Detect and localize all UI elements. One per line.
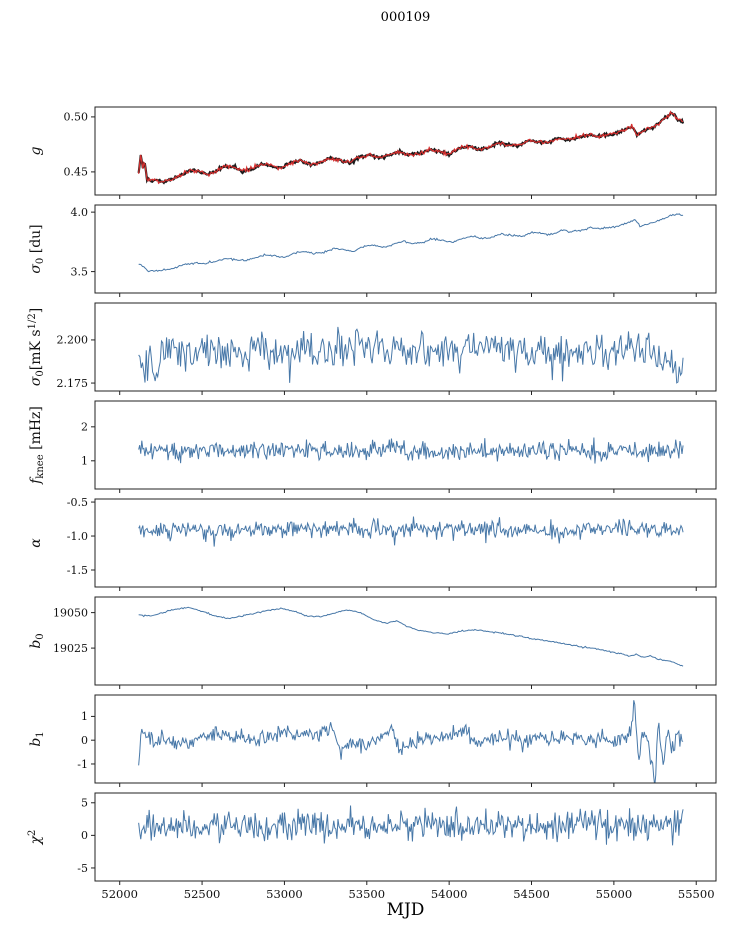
series-sigma0-du [138, 213, 684, 273]
x-tick-label: 53000 [266, 887, 303, 901]
y-tick-label: 19050 [53, 606, 88, 619]
panel-fknee: 2 1 fknee [mHz] [28, 400, 717, 493]
y-tick-label: 0 [81, 734, 88, 747]
series-b0 [138, 606, 684, 667]
y-axis-label-sigma0-mks: σ0[mK s1/2] [27, 308, 46, 386]
x-tick-label: 55000 [596, 887, 633, 901]
y-tick-label: 0.45 [64, 166, 89, 179]
y-axis-label-alpha: α [28, 538, 44, 548]
panel-b1: 1 0 -1 b1 [28, 694, 717, 787]
y-tick-label: 2.200 [57, 334, 89, 347]
figure-title: 000109 [380, 10, 431, 25]
y-axis-label-g: g [28, 146, 44, 155]
y-tick-label: 1 [81, 710, 88, 723]
y-tick-label: -0.5 [67, 496, 88, 509]
series-fknee [138, 437, 684, 464]
panel-alpha: -0.5 -1.0 -1.5 α [28, 496, 717, 591]
y-tick-label: 2.175 [57, 377, 89, 390]
y-tick-label: 5 [81, 797, 88, 810]
y-axis-label-b0: b0 [28, 633, 46, 648]
y-tick-label: 4.0 [71, 206, 89, 219]
y-axis-label-fknee: fknee [mHz] [28, 406, 46, 485]
series-chi2 [138, 805, 684, 846]
panel-b0: 19050 19025 b0 [28, 596, 717, 689]
y-tick-label: 2 [81, 421, 88, 434]
y-tick-label: -1.5 [67, 564, 88, 577]
y-axis-label-sigma0-du: σ0 [du] [28, 224, 46, 273]
x-tick-label: 53500 [348, 887, 385, 901]
series-g [137, 111, 685, 185]
x-tick-label: 54500 [513, 887, 550, 901]
panel-chi2: 5 0 -5 52000 52500 53000 53500 54000 54500 55000 5… [27, 792, 717, 901]
y-tick-label: 0.50 [64, 111, 89, 124]
x-tick-label: 54000 [431, 887, 468, 901]
y-tick-label: 19025 [53, 642, 88, 655]
series-g [138, 110, 684, 185]
y-axis-label-b1: b1 [28, 731, 46, 746]
panel-g: 0.50 0.45 g [28, 106, 717, 199]
series-sigma0-mks [138, 326, 684, 384]
y-tick-label: -1 [77, 758, 88, 771]
x-tick-label: 55500 [678, 887, 715, 901]
series-alpha [138, 516, 684, 547]
y-tick-label: -5 [77, 862, 88, 875]
y-tick-label: 1 [81, 455, 88, 468]
y-tick-label: 0 [81, 829, 88, 842]
x-axis-label: MJD [386, 900, 425, 920]
series-b1 [138, 700, 684, 783]
y-tick-label: 3.5 [71, 265, 89, 278]
x-tick-label: 52000 [101, 887, 138, 901]
panel-sigma0-du: 4.0 3.5 σ0 [du] [28, 204, 717, 297]
panel-sigma0-mks: 2.200 2.175 σ0[mK s1/2] [27, 302, 717, 395]
y-axis-label-chi2: χ2 [27, 830, 44, 846]
x-tick-label: 52500 [184, 887, 221, 901]
y-tick-label: -1.0 [67, 530, 88, 543]
